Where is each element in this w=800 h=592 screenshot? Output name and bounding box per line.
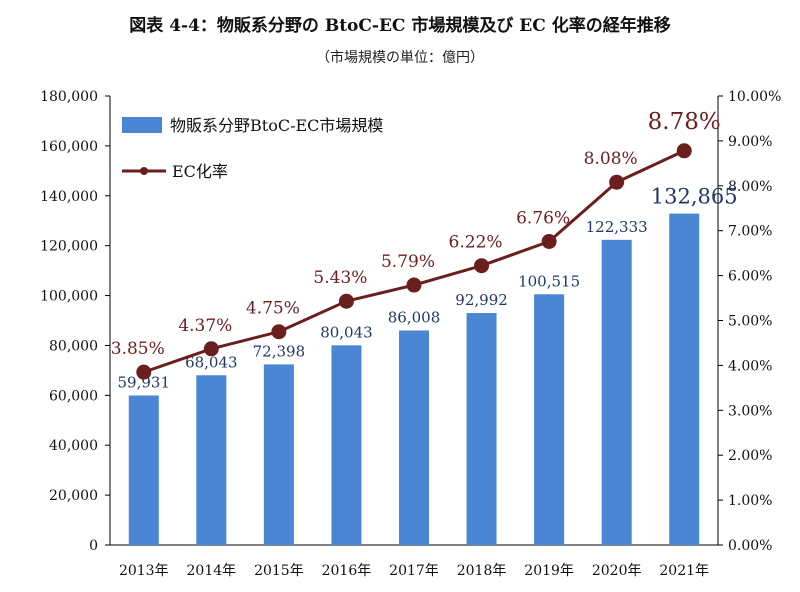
- legend-bar-label: 物販系分野BtoC-EC市場規模: [170, 116, 383, 135]
- ec-rate-point: [406, 277, 422, 293]
- bar-value-label: 100,515: [518, 272, 580, 290]
- y-right-tick-label: 4.00%: [728, 358, 772, 374]
- ec-rate-point: [203, 341, 219, 357]
- ec-rate-label: 8.78%: [648, 109, 721, 135]
- bar: [196, 375, 227, 545]
- y-left-tick-label: 60,000: [49, 388, 98, 404]
- bar: [399, 330, 429, 545]
- y-right-tick-label: 5.00%: [728, 314, 772, 330]
- x-tick-label: 2021年: [659, 563, 709, 579]
- y-right-tick-label: 8.00%: [728, 179, 772, 195]
- bar: [534, 294, 565, 545]
- x-tick-label: 2019年: [524, 563, 574, 579]
- y-left-tick-label: 180,000: [40, 89, 98, 105]
- x-tick-label: 2020年: [592, 563, 642, 579]
- y-left-tick-label: 100,000: [40, 289, 98, 305]
- legend-line-label: EC化率: [172, 162, 228, 181]
- bar-value-label: 59,931: [118, 374, 171, 392]
- y-right-tick-label: 1.00%: [728, 493, 772, 509]
- y-right-tick-label: 9.00%: [728, 134, 772, 150]
- y-right-tick-label: 0.00%: [728, 538, 772, 554]
- legend-bar-swatch: [122, 117, 162, 133]
- ec-rate-label: 6.76%: [516, 208, 570, 228]
- bar: [331, 345, 362, 545]
- ec-rate-label: 5.79%: [381, 252, 435, 272]
- x-tick-label: 2018年: [457, 563, 507, 579]
- ec-rate-label: 4.75%: [246, 299, 300, 319]
- y-right-tick-label: 7.00%: [728, 224, 772, 240]
- y-right-tick-label: 3.00%: [728, 403, 772, 419]
- chart-subtitle: （市場規模の単位：億円）: [316, 49, 484, 66]
- y-left-tick-label: 120,000: [40, 239, 98, 255]
- bar: [466, 313, 497, 545]
- ec-rate-point: [338, 293, 354, 309]
- legend: 物販系分野BtoC-EC市場規模 EC化率: [122, 116, 383, 181]
- x-tick-label: 2015年: [254, 563, 304, 579]
- x-tick-label: 2013年: [119, 563, 169, 579]
- ec-rate-label: 4.37%: [178, 316, 232, 336]
- bar: [669, 213, 700, 546]
- ec-rate-point: [474, 258, 490, 274]
- ec-rate-point: [676, 143, 692, 159]
- ec-rate-point: [271, 324, 287, 340]
- ec-rate-label: 3.85%: [111, 339, 165, 359]
- y-left-tick-label: 140,000: [40, 189, 98, 205]
- ec-rate-point: [609, 174, 625, 190]
- ec-rate-label: 8.08%: [584, 149, 638, 169]
- y-left-tick-label: 0: [89, 538, 98, 554]
- y-left-tick-label: 40,000: [49, 438, 98, 454]
- x-tick-label: 2016年: [322, 563, 372, 579]
- bar-value-label: 92,992: [455, 291, 508, 309]
- bar-value-label: 72,398: [253, 342, 306, 360]
- ec-rate-label: 6.22%: [449, 233, 503, 253]
- bar: [263, 364, 294, 545]
- bar-value-label: 132,865: [651, 185, 738, 209]
- y-right-tick-label: 10.00%: [728, 89, 781, 105]
- legend-line-marker: [140, 167, 148, 175]
- x-tick-label: 2017年: [389, 563, 439, 579]
- y-right-tick-label: 2.00%: [728, 448, 772, 464]
- bar-value-label: 68,043: [185, 353, 238, 371]
- ec-rate-label: 5.43%: [313, 268, 367, 288]
- bar: [601, 239, 632, 546]
- ec-rate-point: [136, 364, 152, 380]
- y-left-tick-label: 160,000: [40, 139, 98, 155]
- bar-value-label: 80,043: [320, 323, 373, 341]
- bar-value-label: 86,008: [388, 308, 441, 326]
- plot-area: 0 20,000 40,000 60,000 80,000 100,000 120,000 1…: [40, 89, 781, 579]
- chart-title: 図表 4-4：物販系分野の BtoC-EC 市場規模及び EC 化率の経年推移: [129, 15, 670, 36]
- ec-rate-point: [541, 233, 557, 249]
- bar-value-label: 122,333: [586, 218, 648, 236]
- x-tick-label: 2014年: [187, 563, 237, 579]
- y-left-tick-label: 80,000: [49, 338, 98, 354]
- y-right-tick-label: 6.00%: [728, 269, 772, 285]
- y-left-tick-label: 20,000: [49, 488, 98, 504]
- bar: [128, 395, 159, 545]
